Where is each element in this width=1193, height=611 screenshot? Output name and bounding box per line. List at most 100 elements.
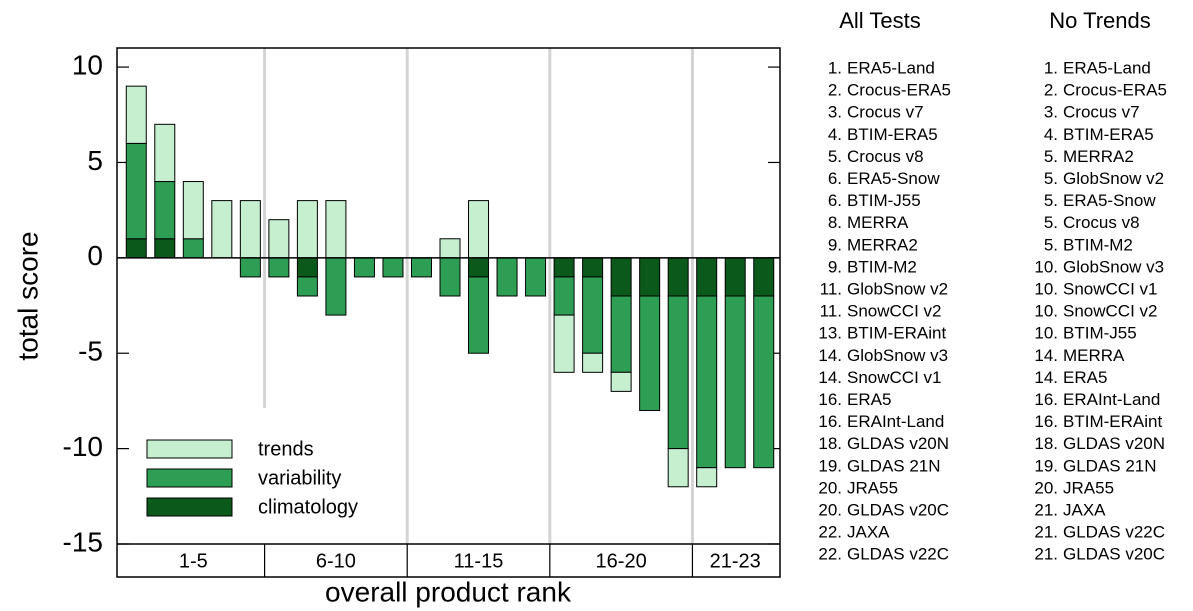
y-tick-label: 5 bbox=[87, 145, 103, 176]
x-axis-label: overall product rank bbox=[325, 576, 572, 607]
rank-name: Crocus v7 bbox=[1063, 103, 1140, 122]
rank-name: Crocus-ERA5 bbox=[1063, 81, 1167, 100]
rank-name: GlobSnow v2 bbox=[1063, 169, 1164, 188]
rank-number: 19. bbox=[818, 456, 842, 475]
legend-swatch bbox=[146, 468, 233, 488]
legend-swatch bbox=[146, 497, 233, 517]
rank-name: Crocus v7 bbox=[847, 103, 924, 122]
rank-number: 11. bbox=[820, 302, 842, 321]
rank-name: SnowCCI v2 bbox=[1063, 302, 1157, 321]
bar-segment bbox=[468, 200, 490, 259]
bar-segment bbox=[439, 257, 461, 297]
rank-name: BTIM-M2 bbox=[847, 257, 917, 276]
bar-segment bbox=[639, 295, 661, 411]
bar-segment bbox=[582, 352, 604, 373]
x-group-label: 6-10 bbox=[316, 550, 356, 572]
bar-segment bbox=[296, 200, 318, 259]
rank-number: 6. bbox=[828, 169, 842, 188]
bar-segment bbox=[610, 371, 632, 392]
y-tick-label: 10 bbox=[72, 49, 103, 80]
rank-number: 2. bbox=[1044, 81, 1058, 100]
rank-number: 4. bbox=[828, 125, 842, 144]
ranking-title: No Trends bbox=[1049, 8, 1151, 33]
rank-name: GLDAS v20N bbox=[847, 434, 949, 453]
rank-name: GlobSnow v3 bbox=[1063, 257, 1164, 276]
bar-segment bbox=[639, 257, 661, 297]
bar-segment bbox=[525, 257, 547, 297]
plot-frame bbox=[116, 47, 781, 578]
bar-segment bbox=[268, 257, 290, 278]
bar-segment bbox=[239, 257, 261, 278]
legend-label: variability bbox=[258, 467, 341, 489]
rank-number: 5. bbox=[1044, 213, 1058, 232]
y-tick-label: -5 bbox=[78, 336, 103, 367]
rank-number: 14. bbox=[818, 368, 842, 387]
rank-number: 5. bbox=[1044, 169, 1058, 188]
bar-segment bbox=[239, 200, 261, 259]
rank-name: GLDAS v22C bbox=[1063, 523, 1165, 542]
rank-name: GLDAS v20C bbox=[847, 500, 949, 519]
rank-number: 19. bbox=[1034, 456, 1058, 475]
bar-segment bbox=[667, 448, 689, 488]
y-tick-label: -10 bbox=[63, 431, 103, 462]
bar-segment bbox=[753, 295, 775, 469]
bar-segment bbox=[553, 257, 575, 278]
y-tick-label: -15 bbox=[63, 526, 103, 557]
x-group-label: 11-15 bbox=[454, 550, 504, 572]
bar-segment bbox=[211, 200, 233, 259]
rank-number: 14. bbox=[1034, 346, 1058, 365]
bar-segment bbox=[154, 123, 176, 183]
rank-name: MERRA2 bbox=[1063, 147, 1134, 166]
rank-number: 18. bbox=[818, 434, 842, 453]
rank-number: 9. bbox=[828, 235, 842, 254]
bar-segment bbox=[439, 238, 461, 259]
rank-name: GLDAS v20C bbox=[1063, 545, 1165, 564]
rank-name: BTIM-ERA5 bbox=[847, 125, 938, 144]
bar-segment bbox=[696, 257, 718, 297]
rank-name: BTIM-M2 bbox=[1063, 235, 1133, 254]
rank-name: MERRA2 bbox=[847, 235, 918, 254]
bar-segment bbox=[353, 257, 375, 278]
rank-number: 20. bbox=[818, 478, 842, 497]
bar-segment bbox=[325, 257, 347, 316]
bar-segment bbox=[296, 257, 318, 278]
bar-segment bbox=[582, 257, 604, 278]
bar-segment bbox=[182, 181, 204, 240]
bar-segment bbox=[610, 295, 632, 373]
rank-name: BTIM-ERAint bbox=[847, 324, 946, 343]
rank-number: 18. bbox=[1034, 434, 1058, 453]
rank-number: 21. bbox=[1034, 545, 1058, 564]
rank-number: 21. bbox=[1034, 500, 1058, 519]
rank-name: JRA55 bbox=[1063, 478, 1114, 497]
rank-name: ERA5-Snow bbox=[847, 169, 940, 188]
y-tick-label: 0 bbox=[87, 240, 103, 271]
bar-segment bbox=[553, 276, 575, 316]
bar-segment bbox=[154, 181, 176, 240]
bar-segment bbox=[125, 85, 147, 144]
rank-number: 2. bbox=[828, 81, 842, 100]
rank-name: BTIM-J55 bbox=[1063, 324, 1137, 343]
bar-segment bbox=[667, 257, 689, 297]
rank-name: GlobSnow v2 bbox=[847, 279, 948, 298]
bar-segment bbox=[325, 200, 347, 259]
rank-name: MERRA bbox=[1063, 346, 1125, 365]
rank-number: 14. bbox=[1034, 368, 1058, 387]
rank-name: SnowCCI v1 bbox=[847, 368, 941, 387]
bar-segment bbox=[582, 276, 604, 354]
rank-number: 1. bbox=[1044, 58, 1058, 77]
rank-number: 16. bbox=[1034, 390, 1058, 409]
bar-segment bbox=[410, 257, 432, 278]
x-group-label: 16-20 bbox=[596, 550, 647, 572]
rank-name: BTIM-ERAint bbox=[1063, 412, 1162, 431]
rank-number: 5. bbox=[828, 147, 842, 166]
bar-segment bbox=[696, 295, 718, 469]
rank-number: 5. bbox=[1044, 147, 1058, 166]
rank-number: 10. bbox=[1034, 324, 1058, 343]
rank-number: 21. bbox=[1034, 523, 1058, 542]
rank-name: ERA5-Land bbox=[1063, 58, 1151, 77]
rank-name: ERA5 bbox=[1063, 368, 1107, 387]
rank-number: 4. bbox=[1044, 125, 1058, 144]
rank-number: 22. bbox=[818, 523, 842, 542]
